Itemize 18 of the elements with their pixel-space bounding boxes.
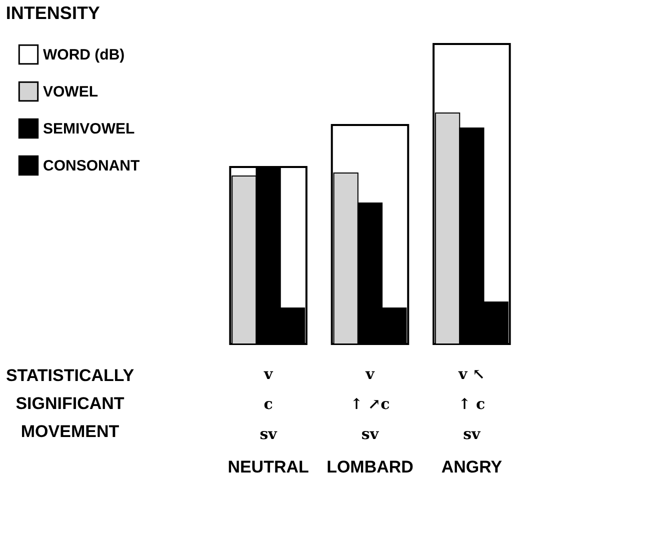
text: INTENSITY [6,3,100,23]
text: sv [361,425,380,443]
text: c [264,395,273,413]
text: ↑ c [458,395,486,413]
text: v [262,365,274,383]
text: sv [463,425,482,443]
legend-label: VOWEL [43,84,98,100]
legend-label: SEMIVOWEL [43,120,135,138]
x-tick-label: NEUTRAL [228,458,309,476]
text: sv [260,425,278,443]
text: v ↖ [457,365,485,383]
legend-label: WORD (dB) [43,46,125,64]
x-tick-label: LOMBARD [326,458,414,476]
text: ↑ ↗c [350,395,390,413]
text: STATISTICALLY SIGNIFICANT MOVEMENT [6,366,135,441]
text: v [364,365,376,383]
legend-label: CONSONANT [43,158,140,174]
x-tick-label: ANGRY [441,458,503,476]
